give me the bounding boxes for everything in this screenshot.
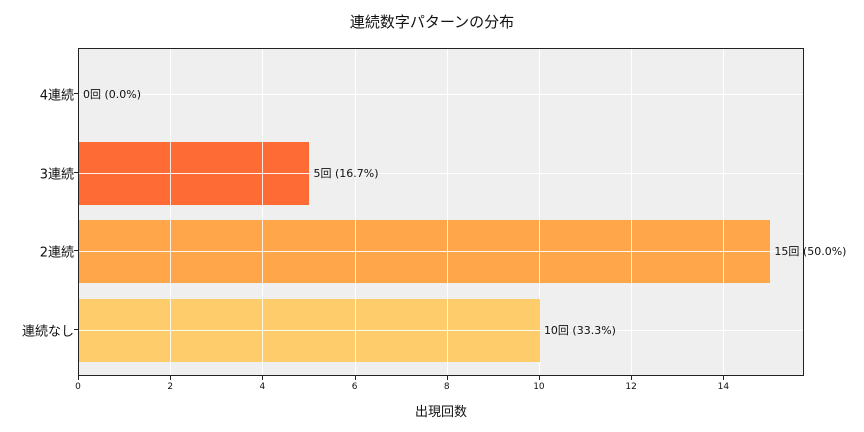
bar-value-label: 5回 (16.7%) [313,167,379,180]
grid-line-vertical [262,49,264,375]
bar-value-label: 15回 (50.0%) [774,245,847,258]
grid-line-vertical [631,49,633,375]
y-tick-label: 2連続 [39,245,74,261]
bar-value-label: 0回 (0.0%) [83,88,142,101]
x-tick-label: 2 [167,382,174,392]
x-tick-label: 10 [533,382,545,392]
x-tick-label: 4 [259,382,266,392]
x-tick-label: 6 [351,382,358,392]
grid-line-horizontal [79,250,771,252]
plot-area: 0回 (0.0%) 5回 (16.7%) 15回 (50.0%) 10回 (33.3%… [78,48,846,376]
x-tick-mark [538,376,540,380]
grid-line-horizontal [79,172,310,174]
x-tick-label: 14 [717,382,730,392]
x-axis-label: 出現回数 [414,405,467,420]
x-tick-label: 0 [75,382,81,392]
x-tick-mark [446,376,448,380]
grid-line-horizontal [79,94,803,95]
y-tick-label: 3連続 [39,167,74,183]
x-tick-mark [723,376,725,380]
x-tick-mark [78,376,79,380]
x-tick-mark [631,376,633,380]
y-tick-mark [74,329,78,330]
x-tick-label: 8 [443,382,450,392]
y-tick-mark [74,93,78,94]
bar-value-label: 10回 (33.3%) [543,324,616,337]
grid-line-vertical [538,49,540,375]
y-tick-mark [74,250,78,251]
x-tick-mark [354,376,356,380]
bar [79,219,771,283]
x-tick-mark [170,376,172,380]
bar [79,298,540,362]
grid-line-horizontal [79,329,540,331]
grid-line-vertical [446,49,448,375]
grid-line-vertical [170,49,172,375]
grid-line-horizontal [79,173,803,174]
y-tick-mark [74,172,78,173]
y-tick-label: 連続なし [21,324,74,340]
chart-title: 連続数字パターンの分布 [349,13,515,31]
grid-line-vertical [723,49,725,375]
x-tick-label: 12 [625,382,637,392]
grid-line-vertical [354,49,356,375]
x-tick-mark [262,376,264,380]
y-tick-label: 4連続 [39,88,74,104]
bar [79,141,310,205]
